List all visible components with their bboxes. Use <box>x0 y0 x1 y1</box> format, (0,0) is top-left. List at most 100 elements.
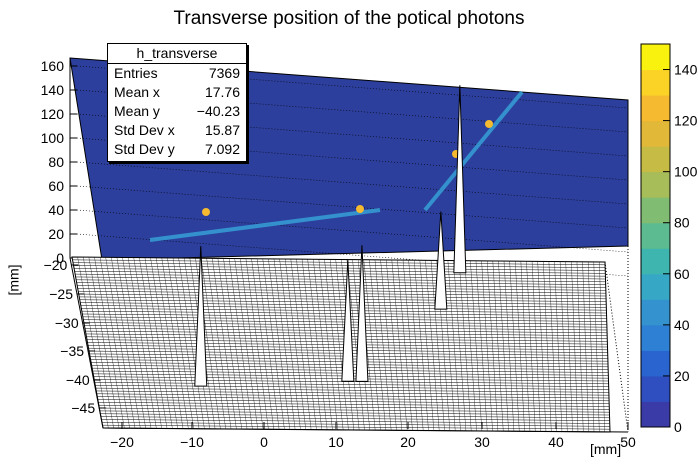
colorbar-tick-label: 140 <box>674 62 698 78</box>
floor-gridline <box>150 257 178 429</box>
floor-gridline <box>101 422 610 427</box>
z-tick-label: 60 <box>48 178 64 194</box>
floor-gridline <box>101 419 610 424</box>
stats-value: 7.092 <box>204 141 240 157</box>
floor-gridline <box>604 261 611 433</box>
floor-gridline <box>99 407 610 413</box>
stats-label: Entries <box>114 65 158 81</box>
floor-gridline <box>515 261 525 432</box>
floor-gridline <box>296 259 317 430</box>
z-gridline <box>76 185 629 229</box>
floor-gridline <box>526 261 536 432</box>
floor-gridline <box>380 259 397 431</box>
floor-gridline <box>318 259 338 430</box>
z-tick-label: 20 <box>48 226 64 242</box>
z-tick-label: 140 <box>41 82 65 98</box>
floor-gridline <box>111 257 141 429</box>
projection-hotspot <box>202 208 210 216</box>
floor-gridline <box>77 285 606 291</box>
floor-gridline <box>77 288 606 294</box>
colorbar-segment <box>641 69 670 96</box>
floor-gridline <box>565 261 573 432</box>
floor-gridline <box>453 260 467 431</box>
floor-gridline <box>78 293 607 300</box>
x-tick-label: 50 <box>620 434 636 450</box>
colorbar-tick-label: 20 <box>674 368 690 384</box>
floor-gridline <box>95 385 609 390</box>
floor-gridline <box>537 261 547 432</box>
floor-gridline <box>503 261 515 432</box>
z-gridline <box>76 89 629 133</box>
colorbar-segment <box>641 273 670 300</box>
floor-gridline <box>419 260 435 431</box>
stats-value: 17.76 <box>204 84 240 100</box>
floor-gridline <box>593 261 600 432</box>
stats-value: 15.87 <box>204 122 240 138</box>
floor-gridline <box>475 260 488 432</box>
stats-label: Mean x <box>114 84 160 100</box>
floor-gridline <box>139 257 168 429</box>
projection-streak <box>149 208 381 242</box>
floor-gridline <box>161 257 189 429</box>
floor-gridline <box>391 259 408 431</box>
colorbar-tick-label: 80 <box>674 215 690 231</box>
z-tick-label: 80 <box>48 154 64 170</box>
floor-gridline <box>74 271 606 277</box>
floor-gridline <box>95 387 609 393</box>
floor-gridline <box>72 259 606 266</box>
floor-gridline <box>100 416 610 421</box>
colorbar-segment <box>641 95 670 122</box>
floor-gridline <box>447 260 461 431</box>
floor-gridline <box>79 296 607 302</box>
floor-gridline <box>206 258 232 430</box>
z-tick-label: 160 <box>41 58 65 74</box>
floor-gridline <box>217 258 242 430</box>
colorbar-segment <box>641 120 670 147</box>
floor-gridline <box>520 261 531 432</box>
floor-gridline <box>470 260 483 432</box>
floor-gridline <box>363 259 381 431</box>
data-peak <box>194 246 208 387</box>
floor-gridline <box>99 410 610 416</box>
colorbar-segment <box>641 350 670 377</box>
floor-gridline <box>178 257 205 429</box>
floor-gridline <box>102 424 610 430</box>
floor-gridline <box>234 258 258 430</box>
stats-title: h_transverse <box>108 44 246 64</box>
floor-gridline <box>80 302 607 308</box>
floor-gridline <box>582 261 589 432</box>
colorbar-segment <box>641 44 670 71</box>
floor-gridline <box>487 260 499 432</box>
floor-gridline <box>329 259 349 430</box>
stats-box: h_transverse Entries 7369 Mean x 17.76 Mea… <box>107 43 247 162</box>
projection-hotspot <box>356 205 364 213</box>
floor-gridline <box>576 261 584 432</box>
floor-gridline <box>245 258 269 430</box>
stats-label: Std Dev y <box>114 141 175 157</box>
floor-gridline <box>96 393 610 399</box>
x-tick-label: −20 <box>110 434 134 450</box>
stats-row: Entries 7369 <box>108 64 246 83</box>
z-tick-label: 40 <box>48 202 64 218</box>
x-tick-label: 40 <box>548 434 564 450</box>
floor-gridline <box>268 258 290 430</box>
x-tick-label: 0 <box>260 434 268 450</box>
floor-gridline <box>81 310 607 317</box>
floor-gridline <box>408 260 424 431</box>
floor-gridline <box>559 261 568 432</box>
floor-gridline <box>587 261 595 432</box>
floor-gridline <box>599 261 605 432</box>
floor-gridline <box>122 257 152 429</box>
data-peak <box>341 259 355 382</box>
projection-hotspot <box>485 120 493 128</box>
z-gridline <box>76 65 629 109</box>
y-tick-label: −20 <box>44 257 68 273</box>
floor-gridline <box>531 261 541 432</box>
floor-gridline <box>97 396 610 402</box>
floor-gridline <box>98 404 610 410</box>
floor-gridline <box>223 258 248 430</box>
floor-gridline <box>83 257 114 429</box>
floor-gridline <box>458 260 472 431</box>
colorbar-frame <box>640 43 671 428</box>
